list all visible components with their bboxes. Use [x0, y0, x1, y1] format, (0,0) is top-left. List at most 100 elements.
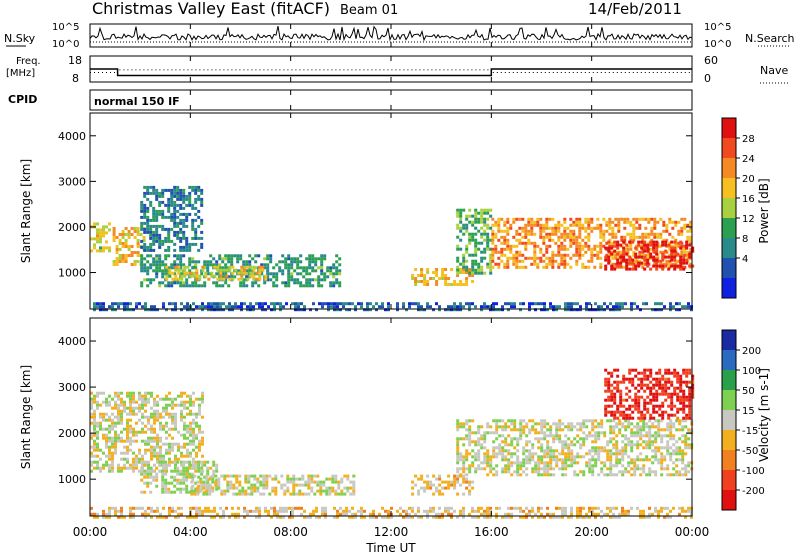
colorbar-tick-label: -100	[742, 466, 765, 477]
heatmap-cell	[195, 433, 198, 437]
heatmap-cell	[146, 472, 150, 476]
heatmap-cell	[578, 244, 582, 248]
heatmap-cell	[335, 281, 339, 285]
nave-tick-top: 60	[704, 54, 718, 67]
heatmap-cell	[185, 248, 189, 252]
heatmap-cell	[456, 283, 460, 286]
heatmap-cell	[226, 489, 230, 493]
heatmap-cell	[456, 235, 460, 239]
heatmap-cell	[660, 455, 664, 459]
heatmap-cell	[333, 506, 336, 510]
heatmap-cell	[501, 470, 505, 474]
heatmap-cell	[641, 232, 645, 236]
heatmap-cell	[509, 256, 513, 260]
heatmap-cell	[612, 464, 616, 468]
heatmap-cell	[522, 449, 526, 453]
heatmap-cell	[616, 416, 620, 420]
heatmap-cell	[114, 430, 117, 434]
heatmap-cell	[658, 380, 662, 384]
heatmap-cell	[149, 245, 153, 249]
heatmap-cell	[558, 422, 562, 426]
heatmap-cell	[649, 401, 653, 405]
heatmap-cell	[447, 506, 450, 510]
heatmap-cell	[669, 425, 673, 429]
heatmap-cell	[366, 308, 369, 312]
heatmap-cell	[226, 486, 230, 490]
heatmap-cell	[501, 425, 505, 429]
heatmap-cell	[198, 305, 201, 309]
heatmap-cell	[524, 241, 528, 245]
heatmap-cell	[408, 515, 411, 519]
heatmap-cell	[604, 410, 608, 414]
heatmap-cell	[114, 506, 117, 510]
heatmap-cell	[123, 439, 126, 443]
heatmap-cell	[471, 440, 475, 444]
heatmap-cell	[600, 509, 603, 513]
heatmap-cell	[237, 512, 240, 516]
heatmap-cell	[223, 474, 227, 478]
heatmap-cell	[663, 458, 667, 462]
heatmap-cell	[619, 264, 623, 268]
heatmap-cell	[402, 302, 405, 306]
heatmap-cell	[213, 274, 217, 278]
heatmap-cell	[326, 266, 330, 270]
heatmap-cell	[606, 467, 610, 471]
heatmap-cell	[112, 236, 116, 239]
heatmap-cell	[676, 410, 680, 414]
heatmap-cell	[645, 515, 648, 519]
heatmap-cell	[462, 305, 465, 309]
heatmap-cell	[492, 467, 496, 471]
heatmap-cell	[159, 454, 162, 458]
heatmap-cell	[270, 515, 273, 519]
heatmap-cell	[615, 455, 619, 459]
heatmap-cell	[653, 262, 657, 266]
heatmap-cell	[504, 470, 508, 474]
heatmap-cell	[664, 264, 668, 268]
heatmap-cell	[140, 281, 144, 285]
heatmap-cell	[608, 238, 612, 242]
heatmap-cell	[168, 448, 171, 452]
heatmap-cell	[263, 257, 267, 261]
heatmap-cell	[156, 506, 159, 510]
heatmap-cell	[575, 241, 579, 245]
heatmap-cell	[221, 257, 225, 261]
heatmap-cell	[681, 506, 684, 510]
heatmap-cell	[540, 446, 544, 450]
heatmap-cell	[189, 506, 192, 510]
heatmap-cell	[564, 464, 568, 468]
heatmap-cell	[680, 253, 684, 257]
heatmap-cell	[456, 422, 460, 426]
heatmap-cell	[682, 371, 686, 375]
heatmap-cell	[330, 302, 333, 306]
heatmap-cell	[624, 443, 628, 447]
heatmap-cell	[329, 272, 333, 276]
heatmap-cell	[155, 215, 159, 219]
heatmap-cell	[183, 436, 186, 440]
heatmap-cell	[136, 260, 140, 263]
heatmap-cell	[268, 474, 272, 478]
heatmap-cell	[161, 481, 165, 485]
heatmap-cell	[93, 439, 96, 443]
heatmap-cell	[660, 464, 664, 468]
heatmap-cell	[551, 259, 555, 263]
heatmap-cell	[180, 463, 183, 467]
heatmap-cell	[548, 238, 552, 242]
heatmap-cell	[588, 431, 592, 435]
heatmap-cell	[281, 272, 285, 276]
heatmap-cell	[168, 415, 171, 419]
heatmap-cell	[518, 217, 522, 221]
heatmap-cell	[237, 271, 241, 275]
heatmap-cell	[555, 458, 559, 462]
heatmap-cell	[334, 477, 338, 481]
heatmap-cell	[480, 512, 483, 516]
heatmap-cell	[673, 264, 677, 268]
heatmap-cell	[600, 461, 604, 465]
heatmap-cell	[155, 478, 159, 482]
heatmap-cell	[102, 415, 105, 419]
heatmap-cell	[658, 413, 662, 417]
heatmap-cell	[670, 383, 674, 387]
heatmap-cell	[156, 515, 159, 519]
heatmap-cell	[674, 220, 678, 224]
heatmap-cell	[648, 515, 651, 519]
heatmap-cell	[497, 262, 501, 266]
